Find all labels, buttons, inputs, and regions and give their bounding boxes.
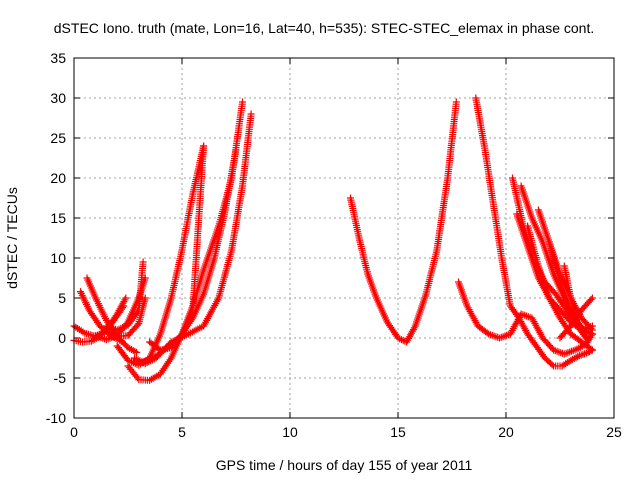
y-tick-label: 15 bbox=[50, 210, 66, 226]
y-tick-label: 0 bbox=[58, 330, 66, 346]
y-tick-label: 35 bbox=[50, 50, 66, 66]
grid-lines bbox=[74, 58, 614, 418]
y-tick-label: -10 bbox=[46, 410, 66, 426]
data-track bbox=[472, 94, 596, 370]
x-tick-label: 0 bbox=[70, 424, 78, 440]
x-tick-label: 10 bbox=[282, 424, 298, 440]
data-track bbox=[347, 98, 460, 346]
data-markers bbox=[455, 278, 596, 358]
data-markers bbox=[102, 258, 147, 334]
y-tick-label: 20 bbox=[50, 170, 66, 186]
y-tick-label: 5 bbox=[58, 290, 66, 306]
data-markers bbox=[524, 222, 596, 354]
y-tick-label: -5 bbox=[54, 370, 67, 386]
data-markers bbox=[347, 98, 460, 346]
data-track bbox=[524, 222, 596, 354]
y-tick-label: 25 bbox=[50, 130, 66, 146]
data-track bbox=[146, 146, 240, 354]
data-track bbox=[556, 294, 596, 342]
y-tick-label: 10 bbox=[50, 250, 66, 266]
tick-labels: 0 5 10 15 20 25 -10 -5 0 5 10 15 20 25 30 35 bbox=[46, 50, 622, 440]
data-markers bbox=[472, 94, 596, 370]
data-series bbox=[70, 94, 596, 384]
x-tick-label: 25 bbox=[606, 424, 622, 440]
x-tick-label: 5 bbox=[178, 424, 186, 440]
x-axis-label: GPS time / hours of day 155 of year 2011 bbox=[216, 457, 473, 473]
data-markers bbox=[146, 146, 240, 354]
y-axis-label: dSTEC / TECUs bbox=[4, 187, 20, 289]
data-track bbox=[455, 278, 596, 358]
x-tick-label: 15 bbox=[390, 424, 406, 440]
data-markers bbox=[102, 294, 149, 340]
data-markers bbox=[556, 294, 596, 342]
chart-title: dSTEC Iono. truth (mate, Lon=16, Lat=40,… bbox=[54, 20, 594, 36]
y-tick-label: 30 bbox=[50, 90, 66, 106]
data-track bbox=[102, 294, 149, 340]
data-track bbox=[102, 258, 147, 334]
x-tick-label: 20 bbox=[498, 424, 514, 440]
plot-frame bbox=[73, 57, 615, 419]
